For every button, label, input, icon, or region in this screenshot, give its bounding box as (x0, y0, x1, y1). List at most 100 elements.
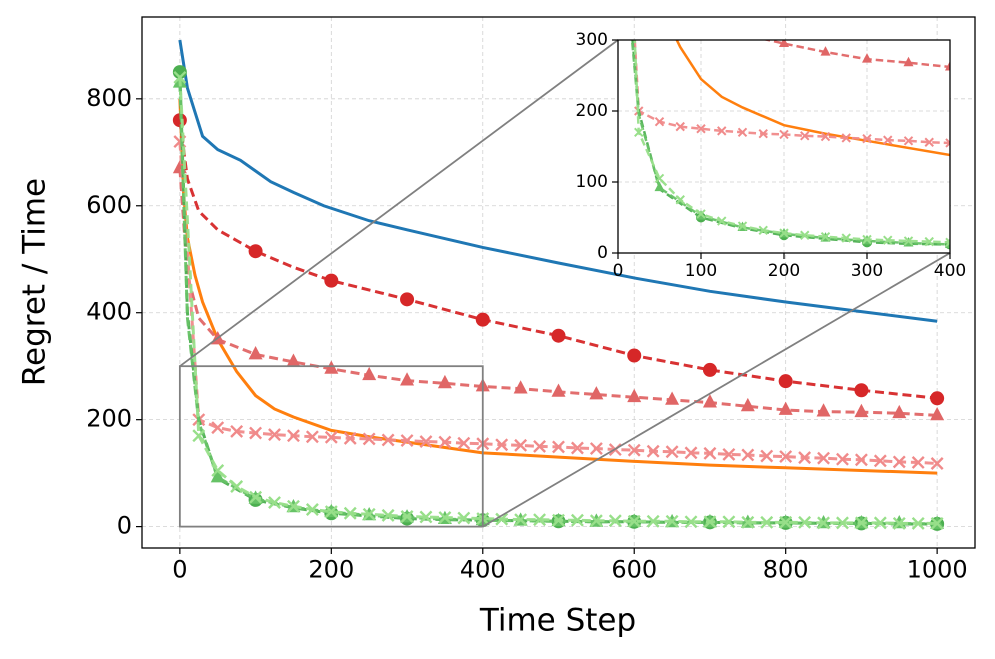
marker (924, 137, 934, 147)
marker (758, 129, 768, 139)
x-tick-label: 0 (613, 261, 624, 281)
y-tick-label: 600 (86, 191, 132, 219)
marker (634, 127, 644, 138)
marker (362, 432, 376, 446)
marker (419, 510, 433, 524)
marker (646, 514, 660, 528)
marker (608, 514, 622, 528)
marker (665, 391, 680, 405)
marker (324, 273, 339, 288)
marker (210, 469, 225, 483)
marker (862, 234, 872, 245)
marker (495, 512, 509, 526)
marker (820, 231, 831, 242)
marker (702, 394, 717, 408)
marker (883, 235, 893, 245)
marker (841, 133, 851, 143)
marker (892, 404, 907, 419)
marker (305, 503, 319, 516)
marker (589, 442, 603, 455)
marker (230, 424, 244, 438)
marker (930, 406, 945, 421)
zoom-box (178, 365, 484, 528)
marker (684, 446, 698, 460)
y-tick-label: 200 (86, 405, 132, 433)
marker (286, 353, 301, 367)
marker (400, 434, 414, 447)
x-tick-label: 1000 (907, 555, 968, 583)
marker (820, 131, 831, 142)
zoom-connector (482, 252, 951, 528)
series-line (633, 40, 950, 244)
y-axis-label: Regret / Time (17, 178, 53, 386)
x-tick-label: 400 (934, 261, 966, 281)
x-tick-label: 200 (768, 261, 800, 281)
axes-frame (617, 39, 951, 254)
x-tick-label: 300 (851, 261, 883, 281)
x-tick-label: 400 (460, 555, 506, 583)
plot-area (630, 40, 950, 250)
marker (627, 388, 642, 403)
marker (627, 348, 642, 363)
marker (268, 496, 281, 509)
marker (696, 124, 706, 134)
x-tick-label: 600 (611, 555, 657, 583)
marker (873, 516, 887, 530)
marker (800, 131, 810, 141)
marker (248, 346, 263, 360)
marker (903, 236, 914, 246)
marker (457, 511, 471, 525)
marker (854, 383, 869, 398)
marker (654, 173, 665, 184)
marker (930, 457, 944, 470)
marker (343, 506, 357, 520)
marker (514, 438, 528, 452)
marker (400, 292, 415, 307)
marker (362, 507, 376, 521)
y-tick-label: 100 (576, 172, 608, 192)
series-line (178, 39, 938, 323)
marker (717, 126, 727, 136)
zoom-connector (179, 39, 619, 367)
marker (854, 453, 868, 467)
marker (551, 383, 566, 397)
series-line (178, 98, 938, 475)
y-tick-label: 300 (576, 30, 608, 50)
marker (324, 505, 338, 519)
marker (438, 435, 452, 449)
marker (654, 116, 665, 127)
marker (836, 516, 849, 530)
marker (457, 436, 471, 450)
marker (722, 515, 736, 529)
marker (854, 403, 869, 418)
marker (883, 135, 893, 145)
marker (287, 429, 300, 443)
marker (741, 448, 755, 462)
marker (862, 53, 872, 63)
marker (696, 209, 706, 219)
y-tick-label: 800 (86, 84, 132, 112)
x-tick-label: 200 (308, 555, 354, 583)
marker (551, 328, 566, 343)
marker (945, 60, 950, 71)
marker (779, 450, 793, 464)
y-tick-label: 0 (117, 512, 132, 540)
y-tick-label: 400 (86, 298, 132, 326)
marker (211, 464, 225, 477)
x-tick-label: 800 (763, 555, 809, 583)
marker (627, 514, 641, 528)
marker (903, 56, 914, 67)
marker (911, 516, 925, 530)
marker (702, 362, 717, 377)
marker (903, 136, 914, 146)
marker (192, 429, 206, 443)
marker (703, 515, 717, 529)
marker (798, 515, 812, 529)
marker (268, 428, 281, 442)
marker (381, 508, 395, 522)
y-tick-label: 200 (576, 101, 608, 121)
marker (684, 515, 698, 529)
marker (722, 447, 736, 461)
marker (665, 445, 679, 459)
